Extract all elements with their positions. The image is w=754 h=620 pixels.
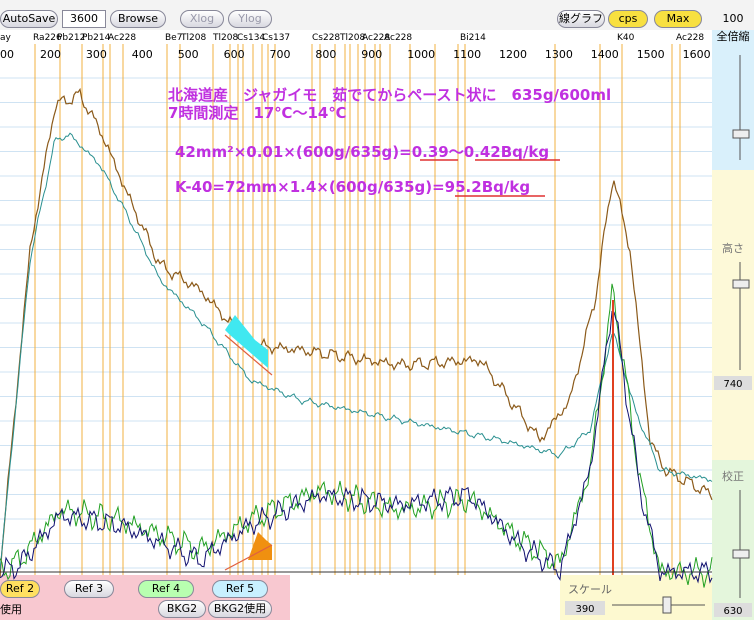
bkg2-button[interactable]: BKG2 [158, 600, 206, 618]
value-box [714, 376, 752, 390]
axis-label: 1400 [591, 48, 619, 61]
height-value: 740 [723, 379, 742, 390]
max-button[interactable]: Max [654, 10, 702, 28]
side-panel-top [712, 30, 754, 170]
peak-label: Cs137 [262, 33, 290, 43]
baseline [224, 544, 273, 571]
peak-label: Ra226 [33, 33, 62, 43]
axis-label: 600 [224, 48, 245, 61]
side-panel-mid [712, 170, 754, 460]
axis-label: 700 [270, 48, 291, 61]
spectrum-curve [0, 283, 713, 588]
axis-label: 1000 [407, 48, 435, 61]
peak-label: Tl208 [180, 33, 206, 43]
axis-label: 1200 [499, 48, 527, 61]
axis-label: 1500 [637, 48, 665, 61]
axis-label: 800 [315, 48, 336, 61]
peak-area [225, 315, 268, 368]
axis-label: 00 [0, 48, 14, 61]
calib-value: 630 [723, 606, 742, 617]
ref3-button[interactable]: Ref 3 [64, 580, 114, 598]
ref5-button[interactable]: Ref 5 [212, 580, 268, 598]
peak-label: Ac228 [384, 33, 412, 43]
value-box [714, 603, 752, 617]
axis-label: 300 [86, 48, 107, 61]
peak-label: Cs134 [237, 33, 265, 43]
axis-label: 1300 [545, 48, 573, 61]
spectrum-curve [0, 310, 713, 584]
height-label: 高さ [722, 241, 744, 255]
axis-label: 200 [40, 48, 61, 61]
peak-label: K40 [617, 33, 635, 43]
ref4-button[interactable]: Ref 4 [138, 580, 194, 598]
note: K-40=72mm×1.4×(600g/635g)=95.2Bq/kg [175, 178, 530, 196]
spectrum-curve [0, 132, 713, 571]
autosave-button[interactable]: AutoSave [0, 10, 58, 28]
peak-label: Pb214 [82, 33, 111, 43]
slider-thumb[interactable] [662, 596, 672, 614]
time-input[interactable]: 3600 [62, 10, 106, 28]
scale-top: 100 [723, 12, 744, 25]
axis-label: 500 [178, 48, 199, 61]
zoom-label: 全倍縮 [717, 29, 750, 43]
use-label: 使用 [0, 603, 22, 616]
baseline [224, 334, 273, 376]
axis-label: 400 [132, 48, 153, 61]
graph-button[interactable]: 線グラフ [557, 10, 605, 28]
note: 北海道産 ジャガイモ 茹でてからペースト状に 635g/600ml [168, 86, 611, 104]
note: 42mm²×0.01×(600g/635g)=0.39～0.42Bq/kg [175, 143, 549, 161]
peak-label: Ac228 [676, 33, 704, 43]
peak-label: Pb212 [57, 33, 85, 43]
peak-label: Cs228 [312, 33, 340, 43]
spectrum-curve [0, 87, 713, 577]
axis-label: 1100 [453, 48, 481, 61]
axis-label: 900 [361, 48, 382, 61]
peak-label: Tl208 [339, 33, 365, 43]
slider-thumb[interactable] [732, 129, 750, 139]
scale-value: 390 [575, 604, 594, 615]
axis-label: 1600 [683, 48, 711, 61]
bkg2use-button[interactable]: BKG2使用 [208, 600, 272, 618]
side-panel-bottom [712, 460, 754, 620]
peak-label: Be7 [165, 33, 182, 43]
peak-label: ay [0, 33, 12, 43]
slider-thumb[interactable] [732, 279, 750, 289]
note: 7時間測定 17℃～14℃ [168, 104, 347, 122]
browse-button[interactable]: Browse [110, 10, 166, 28]
peak-label: Tl208 [212, 33, 238, 43]
ref2-button[interactable]: Ref 2 [0, 580, 40, 598]
slider-thumb[interactable] [732, 549, 750, 559]
ylog-button[interactable]: Ylog [228, 10, 272, 28]
peak-label: Ac228 [362, 33, 390, 43]
scale-label: スケール [568, 583, 612, 596]
value-box [565, 601, 605, 615]
peak-label: Bi214 [460, 33, 486, 43]
peak-label: Ac228 [108, 33, 136, 43]
cps-button[interactable]: cps [608, 10, 648, 28]
xlog-button[interactable]: Xlog [180, 10, 224, 28]
calib-label: 校正 [722, 469, 744, 483]
peak-area [248, 532, 272, 560]
